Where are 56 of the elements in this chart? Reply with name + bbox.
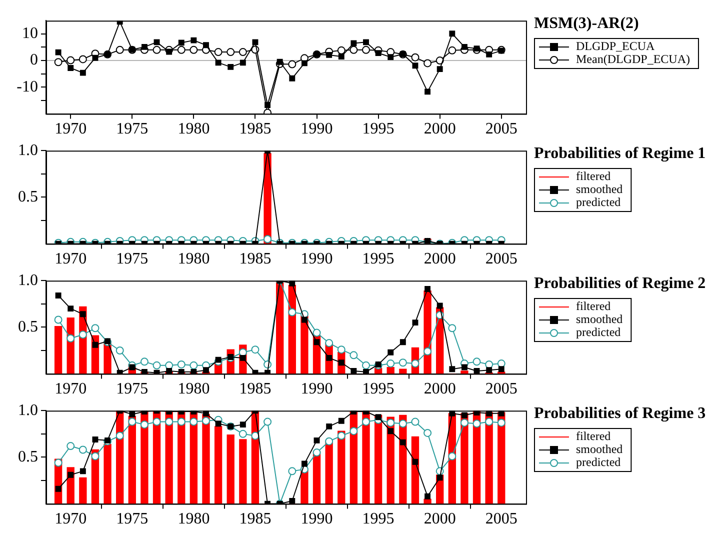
x-tick-label: 2000 bbox=[424, 380, 456, 398]
y-tick-label: 0.5 bbox=[18, 318, 38, 336]
x-tick-label: 1995 bbox=[362, 120, 394, 138]
x-tick-label: 1980 bbox=[178, 120, 210, 138]
x-tick-label: 1985 bbox=[239, 250, 272, 268]
x-tick-label: 1970 bbox=[54, 250, 87, 268]
x-tick-label: 1975 bbox=[116, 120, 148, 138]
x-tick-label: 1975 bbox=[116, 510, 148, 528]
x-tick-label: 2005 bbox=[485, 250, 518, 268]
x-tick-label: 1995 bbox=[362, 250, 394, 268]
x-tick-label: 1990 bbox=[300, 250, 333, 268]
x-tick-label: 1985 bbox=[239, 120, 272, 138]
legend-label: predicted bbox=[576, 325, 621, 340]
x-tick-label: 2000 bbox=[424, 120, 456, 138]
legend-label: filtered bbox=[576, 429, 611, 444]
x-tick-label: 1980 bbox=[178, 510, 210, 528]
legend-label: DLGDP_ECUA bbox=[576, 39, 655, 54]
legend-label: smoothed bbox=[576, 442, 623, 456]
x-tick-label: 1990 bbox=[300, 380, 333, 398]
x-tick-label: 1995 bbox=[362, 510, 394, 528]
x-tick-label: 2005 bbox=[485, 120, 518, 138]
x-tick-label: 1970 bbox=[54, 510, 87, 528]
x-tick-label: 1970 bbox=[54, 120, 87, 138]
x-tick-label: 1990 bbox=[300, 510, 333, 528]
x-tick-label: 2000 bbox=[424, 510, 456, 528]
legend-label: filtered bbox=[576, 299, 611, 314]
text: Probabilities of Regime 1 bbox=[534, 145, 706, 162]
y-tick-label: 1.0 bbox=[18, 402, 38, 419]
x-tick-label: 1995 bbox=[362, 380, 394, 398]
legend-label: smoothed bbox=[576, 312, 623, 326]
legend-label: Mean(DLGDP_ECUA) bbox=[576, 52, 690, 66]
text: MSM(3)-AR(2) bbox=[534, 15, 639, 32]
x-tick-label: 1970 bbox=[54, 380, 87, 398]
text: Probabilities of Regime 2 bbox=[534, 275, 706, 292]
x-tick-label: 2005 bbox=[485, 510, 518, 528]
y-tick-label: 1.0 bbox=[18, 142, 38, 159]
text: Probabilities of Regime 3 bbox=[534, 405, 706, 422]
y-tick-label: 0.5 bbox=[18, 448, 38, 466]
y-tick-label: 1.0 bbox=[18, 272, 38, 289]
x-tick-label: 2000 bbox=[424, 250, 456, 268]
x-tick-label: 1985 bbox=[239, 380, 272, 398]
x-tick-label: 2005 bbox=[485, 380, 518, 398]
x-tick-label: 1980 bbox=[178, 250, 210, 268]
x-tick-label: 1985 bbox=[239, 510, 272, 528]
legend-label: smoothed bbox=[576, 182, 623, 196]
legend-label: filtered bbox=[576, 169, 611, 184]
x-tick-label: 1990 bbox=[300, 120, 333, 138]
y-tick-label: -10 bbox=[16, 78, 38, 96]
x-tick-label: 1980 bbox=[178, 380, 210, 398]
legend-label: predicted bbox=[576, 195, 621, 210]
legend-label: predicted bbox=[576, 455, 621, 470]
y-tick-label: 0.5 bbox=[18, 188, 38, 206]
y-tick-label: 10 bbox=[22, 25, 38, 42]
y-tick-label: 0 bbox=[30, 52, 38, 69]
x-tick-label: 1975 bbox=[116, 250, 148, 268]
x-tick-label: 1975 bbox=[116, 380, 148, 398]
